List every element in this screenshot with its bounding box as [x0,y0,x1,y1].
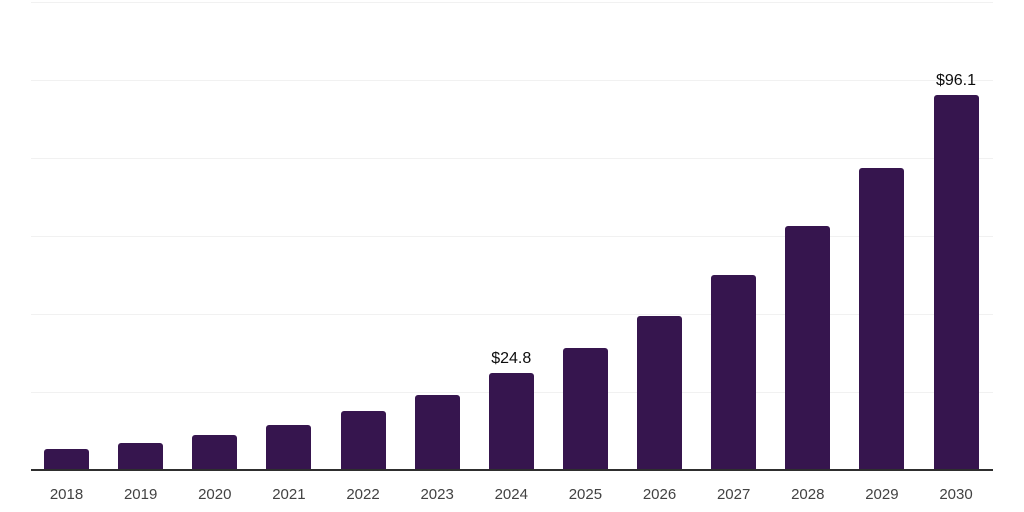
x-axis-label-2022: 2022 [346,486,380,503]
x-axis-line [31,469,993,471]
x-axis-label-2018: 2018 [49,486,84,503]
gridline-60 [31,236,993,237]
x-axis-label-2021: 2021 [272,486,306,503]
x-axis-label-2019: 2019 [123,486,158,503]
gridline-40 [31,314,993,315]
bar-2020 [192,434,238,470]
bar-2022 [340,411,386,470]
x-axis-label-2027: 2027 [716,486,751,503]
bar-2028 [785,226,831,470]
value-label-2024: $24.8 [491,350,532,368]
bar-2025 [562,347,608,470]
x-axis-label-2030: 2030 [939,486,973,503]
bar-2019 [118,443,164,470]
bar-2024 [488,373,534,470]
x-axis-label-2028: 2028 [791,486,825,503]
x-axis-label-2026: 2026 [642,486,677,503]
gridline-80 [31,158,993,159]
bar-2030 [933,95,979,470]
bar-2023 [414,395,460,470]
x-axis-label-2025: 2025 [568,486,603,503]
x-axis-label-2024: 2024 [494,486,528,503]
gridline-100 [31,80,993,81]
x-axis-label-2023: 2023 [420,486,454,503]
bar-2027 [711,275,757,470]
bar-2029 [859,167,905,470]
gridline-120 [31,2,993,3]
bar-2018 [44,449,89,470]
bar-2021 [266,424,312,470]
x-axis-label-2029: 2029 [865,486,899,503]
value-label-2030: $96.1 [935,72,977,90]
x-axis-label-2020: 2020 [198,486,232,503]
bar-2026 [637,315,682,470]
